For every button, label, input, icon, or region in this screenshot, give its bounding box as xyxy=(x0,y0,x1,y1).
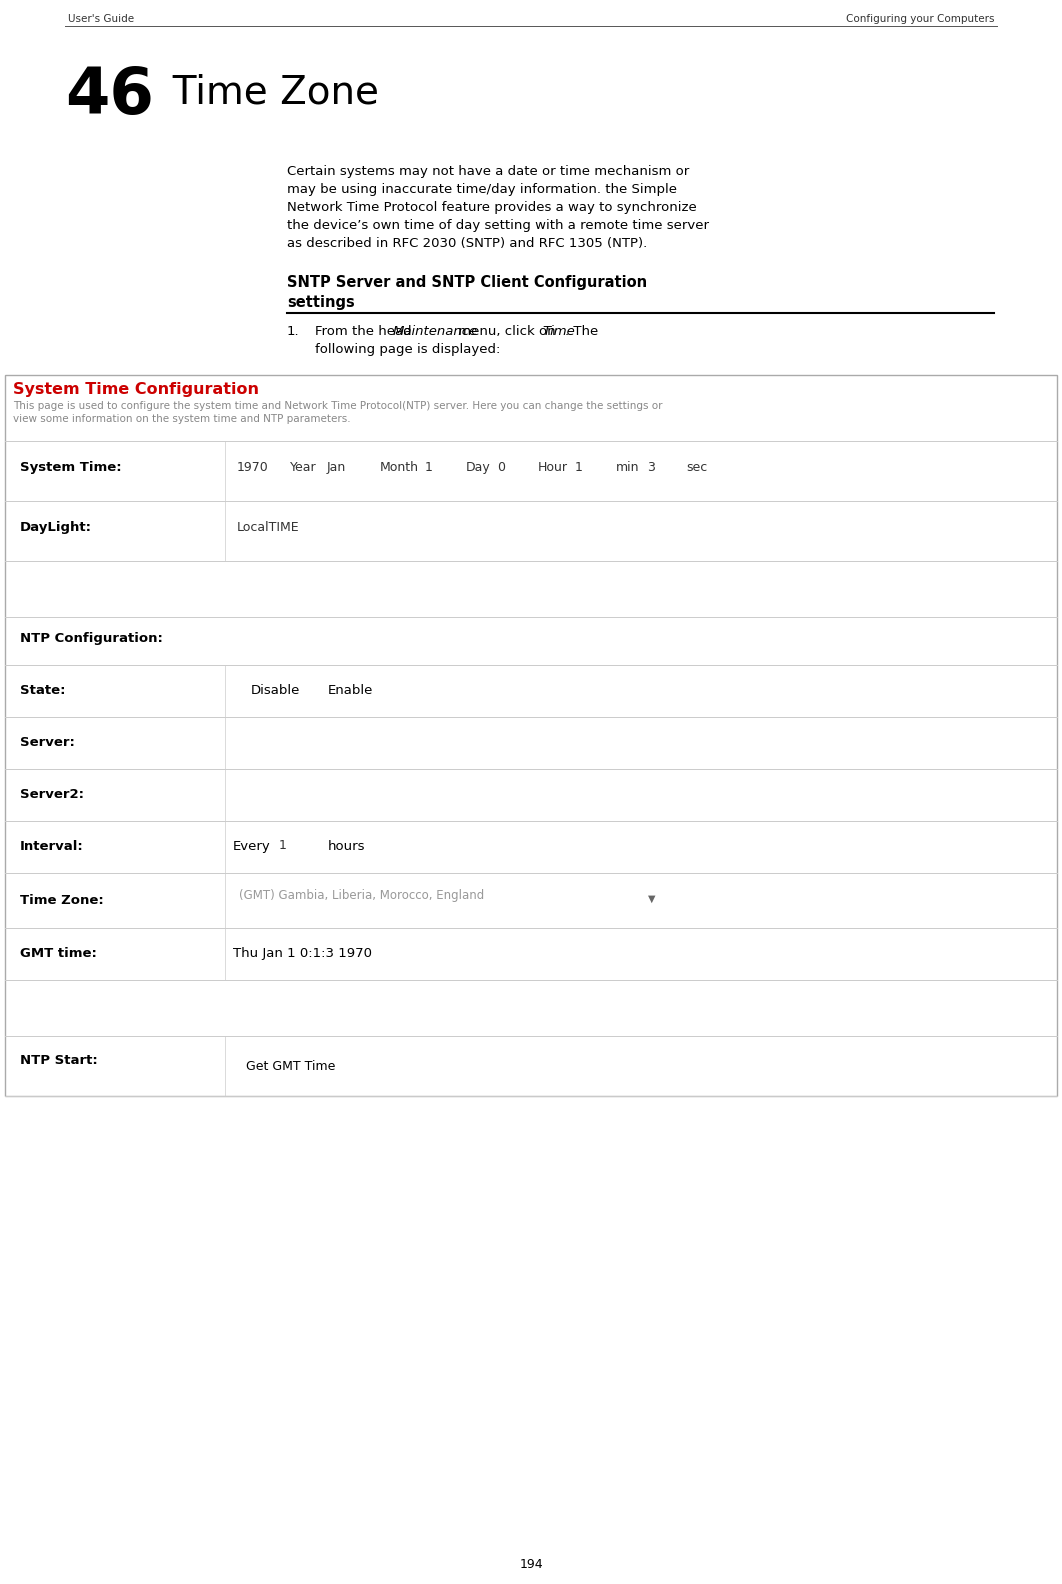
Text: Reset: Reset xyxy=(153,1000,193,1012)
Text: Jan: Jan xyxy=(327,461,346,474)
Text: NTP Configuration:: NTP Configuration: xyxy=(20,632,162,645)
FancyBboxPatch shape xyxy=(643,456,681,485)
FancyBboxPatch shape xyxy=(5,375,1057,432)
Text: settings: settings xyxy=(287,295,355,310)
Text: following page is displayed:: following page is displayed: xyxy=(315,344,500,356)
FancyBboxPatch shape xyxy=(139,990,207,1020)
Text: GMT time:: GMT time: xyxy=(20,947,97,960)
Text: ▼: ▼ xyxy=(330,524,338,535)
Text: Time Zone:: Time Zone: xyxy=(20,893,104,906)
FancyBboxPatch shape xyxy=(233,885,663,912)
FancyBboxPatch shape xyxy=(5,432,1057,440)
FancyBboxPatch shape xyxy=(5,718,1057,768)
FancyBboxPatch shape xyxy=(233,456,285,485)
Text: Year: Year xyxy=(290,461,316,474)
Text: System Time Configuration: System Time Configuration xyxy=(13,382,259,398)
Text: Network Time Protocol feature provides a way to synchronize: Network Time Protocol feature provides a… xyxy=(287,201,697,214)
FancyBboxPatch shape xyxy=(325,516,342,543)
Text: Time Zone: Time Zone xyxy=(148,73,379,111)
FancyBboxPatch shape xyxy=(323,456,375,485)
Text: 1: 1 xyxy=(425,461,433,474)
Text: This page is used to configure the system time and Network Time Protocol(NTP) se: This page is used to configure the syste… xyxy=(13,401,663,410)
Text: LocalTIME: LocalTIME xyxy=(237,521,299,534)
FancyBboxPatch shape xyxy=(421,456,461,485)
Text: Configuring your Computers: Configuring your Computers xyxy=(845,14,994,24)
Text: Thu Jan 1 0:1:3 1970: Thu Jan 1 0:1:3 1970 xyxy=(233,947,372,960)
Text: hours: hours xyxy=(328,840,365,854)
Text: menu, click on: menu, click on xyxy=(453,325,560,337)
Text: DayLight:: DayLight: xyxy=(20,521,92,534)
Text: User's Guide: User's Guide xyxy=(68,14,134,24)
FancyBboxPatch shape xyxy=(5,561,1057,608)
Text: 46: 46 xyxy=(65,65,154,127)
Text: may be using inaccurate time/day information. the Simple: may be using inaccurate time/day informa… xyxy=(287,184,676,196)
Text: State:: State: xyxy=(20,684,66,697)
FancyBboxPatch shape xyxy=(13,570,131,600)
Text: 1: 1 xyxy=(279,840,287,852)
FancyBboxPatch shape xyxy=(233,729,618,757)
Text: sec: sec xyxy=(686,461,707,474)
FancyBboxPatch shape xyxy=(493,456,533,485)
Text: ▼: ▼ xyxy=(362,466,370,475)
FancyBboxPatch shape xyxy=(5,1028,1057,1036)
FancyBboxPatch shape xyxy=(5,618,1057,665)
Text: Apply Changes: Apply Changes xyxy=(20,580,124,594)
Text: Server2:: Server2: xyxy=(20,787,84,802)
FancyBboxPatch shape xyxy=(13,990,131,1020)
Text: Get GMT Time: Get GMT Time xyxy=(245,1061,336,1074)
FancyBboxPatch shape xyxy=(233,516,343,543)
FancyBboxPatch shape xyxy=(641,885,662,912)
Text: Disable: Disable xyxy=(251,684,301,697)
Circle shape xyxy=(236,686,246,695)
Text: min: min xyxy=(616,461,639,474)
Text: Enable: Enable xyxy=(328,684,374,697)
Text: as described in RFC 2030 (SNTP) and RFC 1305 (NTP).: as described in RFC 2030 (SNTP) and RFC … xyxy=(287,238,647,250)
FancyBboxPatch shape xyxy=(5,768,1057,821)
Text: ▼: ▼ xyxy=(648,893,655,904)
Text: Every: Every xyxy=(233,840,271,854)
Text: 3: 3 xyxy=(647,461,655,474)
FancyBboxPatch shape xyxy=(5,928,1057,980)
Text: 1.: 1. xyxy=(287,325,299,337)
Text: view some information on the system time and NTP parameters.: view some information on the system time… xyxy=(13,413,350,425)
Text: (GMT) Gambia, Liberia, Morocco, England: (GMT) Gambia, Liberia, Morocco, England xyxy=(239,889,484,901)
Text: 1970: 1970 xyxy=(237,461,269,474)
FancyBboxPatch shape xyxy=(5,665,1057,718)
FancyBboxPatch shape xyxy=(5,873,1057,928)
Text: Time: Time xyxy=(543,325,576,337)
Text: Interval:: Interval: xyxy=(20,840,84,854)
FancyBboxPatch shape xyxy=(5,980,1057,1028)
Text: From the head: From the head xyxy=(315,325,416,337)
Text: Server:: Server: xyxy=(20,737,75,749)
Text: 194: 194 xyxy=(519,1559,543,1571)
FancyBboxPatch shape xyxy=(5,501,1057,561)
FancyBboxPatch shape xyxy=(275,835,323,860)
FancyBboxPatch shape xyxy=(233,781,618,809)
FancyBboxPatch shape xyxy=(5,375,1057,1096)
Text: the device’s own time of day setting with a remote time server: the device’s own time of day setting wit… xyxy=(287,219,709,231)
FancyBboxPatch shape xyxy=(233,1052,348,1080)
Text: Maintenance: Maintenance xyxy=(393,325,478,337)
Text: SNTP Server and SNTP Client Configuration: SNTP Server and SNTP Client Configuratio… xyxy=(287,276,647,290)
Text: NTP Start:: NTP Start: xyxy=(20,1053,98,1068)
Text: System Time:: System Time: xyxy=(20,461,122,474)
FancyBboxPatch shape xyxy=(571,456,611,485)
Text: Day: Day xyxy=(466,461,491,474)
Text: Month: Month xyxy=(380,461,419,474)
Text: . The: . The xyxy=(565,325,598,337)
Text: 0: 0 xyxy=(497,461,506,474)
FancyBboxPatch shape xyxy=(5,1036,1057,1096)
Text: Reset: Reset xyxy=(153,580,193,594)
FancyBboxPatch shape xyxy=(139,570,207,600)
Text: Certain systems may not have a date or time mechanism or: Certain systems may not have a date or t… xyxy=(287,165,689,177)
FancyBboxPatch shape xyxy=(357,458,374,483)
Text: 1: 1 xyxy=(575,461,583,474)
Text: Apply Changes: Apply Changes xyxy=(20,1000,124,1012)
FancyBboxPatch shape xyxy=(5,440,1057,501)
FancyBboxPatch shape xyxy=(5,608,1057,618)
Text: Hour: Hour xyxy=(538,461,568,474)
FancyBboxPatch shape xyxy=(5,821,1057,873)
